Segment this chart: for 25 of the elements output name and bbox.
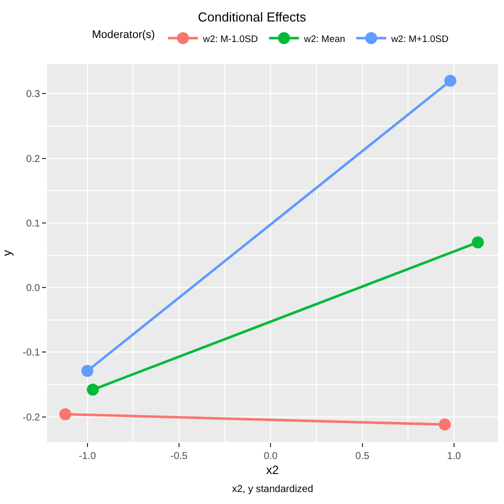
legend-label: w2: Mean — [303, 34, 346, 45]
y-tick-label: -0.1 — [22, 348, 40, 359]
y-tick-label: 0.3 — [26, 89, 40, 100]
x-axis-title: x2 — [266, 462, 280, 477]
x-tick-label: -1.0 — [78, 451, 96, 462]
point — [472, 236, 484, 248]
text: x2, y standardized — [232, 484, 314, 495]
x-tick-label: 0.5 — [355, 451, 370, 462]
y-tick-label: 0.2 — [26, 154, 40, 165]
chart-title: Conditional Effects — [198, 10, 307, 25]
point — [59, 408, 72, 420]
point — [444, 74, 456, 87]
legend-label: w2: M-1.0SD — [202, 34, 258, 45]
legend-title: Moderator(s) — [92, 28, 155, 41]
y-tick-label: -0.2 — [22, 412, 40, 424]
point — [81, 364, 94, 377]
x-tick-label: 0.0 — [264, 451, 278, 462]
point — [86, 384, 99, 396]
y-axis-title: y — [0, 250, 14, 256]
x-tick-label: -0.5 — [170, 451, 188, 462]
legend-label: w2: M+1.0SD — [390, 34, 449, 45]
y-tick-label: 0.1 — [26, 218, 40, 230]
x-tick-label: 1.0 — [447, 451, 462, 462]
point — [438, 418, 451, 431]
y-tick-label: 0.0 — [26, 283, 40, 294]
